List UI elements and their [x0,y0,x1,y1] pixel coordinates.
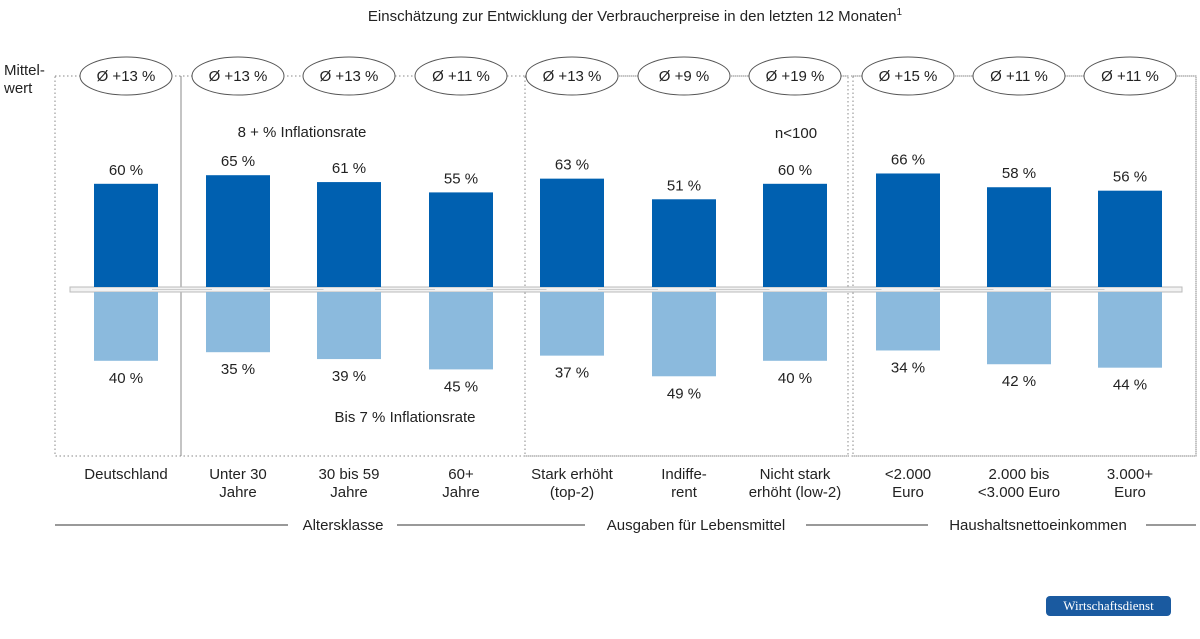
bar-high-inflation [763,183,827,287]
data-label-low: 40 % [778,370,812,387]
bar-high-inflation [1098,190,1162,287]
bar-low-inflation [652,292,716,377]
mean-row-label: Mittel-wert [4,62,45,97]
mean-value: Ø +11 % [990,68,1048,85]
mean-ellipse [525,56,619,96]
bar-low-inflation [540,292,604,356]
category-label: Jahre [330,484,368,501]
mean-ellipse [414,56,508,96]
bar-low-inflation [94,292,158,361]
bar-high-inflation [94,183,158,287]
bar-low-inflation [429,292,493,370]
bar-low-inflation [317,292,381,360]
bar-high-inflation [987,187,1051,287]
data-label-low: 44 % [1113,377,1147,394]
mean-ellipse [972,56,1066,96]
data-label-low: 37 % [555,365,589,382]
bar-low-inflation [206,292,270,353]
bar-high-inflation [876,173,940,287]
series-label-high: 8 + % Inflationsrate [238,124,367,141]
category-label: (top-2) [550,484,594,501]
mean-ellipse [1083,56,1177,96]
data-label-low: 40 % [109,370,143,387]
group-label-income: Haushaltsnettoeinkommen [949,517,1127,534]
category-label: 2.000 bis [989,466,1050,483]
bar-low-inflation [987,292,1051,365]
category-label: rent [671,484,698,501]
data-label-low: 45 % [444,378,478,395]
bar-low-inflation [1098,292,1162,368]
group-frame-0 [54,75,1197,457]
bar-high-inflation [540,178,604,287]
bar-low-inflation [763,292,827,361]
bar-high-inflation [429,192,493,287]
mean-value: Ø +13 % [97,68,156,85]
mean-ellipse [79,56,173,96]
mean-value: Ø +13 % [209,68,268,85]
data-label-high: 58 % [1002,165,1036,182]
mean-value: Ø +11 % [1101,68,1159,85]
data-label-low: 35 % [221,361,255,378]
category-label: <3.000 Euro [978,484,1060,501]
mean-value: Ø +19 % [766,68,825,85]
category-label: Euro [892,484,924,501]
data-label-high: 51 % [667,177,701,194]
data-label-low: 39 % [332,368,366,385]
category-label: Unter 30 [209,466,267,483]
data-label-high: 61 % [332,160,366,177]
data-label-high: 60 % [109,162,143,179]
data-label-high: 65 % [221,153,255,170]
mean-value: Ø +9 % [659,68,709,85]
series-label-low: Bis 7 % Inflationsrate [335,409,476,426]
data-label-high: 60 % [778,162,812,179]
category-label: <2.000 [885,466,931,483]
bar-low-inflation [876,292,940,351]
category-label: 30 bis 59 [319,466,380,483]
group-frame-2 [852,75,1197,457]
group-label-food: Ausgaben für Lebensmittel [607,517,785,534]
mean-value: Ø +15 % [879,68,938,85]
data-label-high: 63 % [555,157,589,174]
category-label: Euro [1114,484,1146,501]
category-label: Deutschland [84,466,167,483]
mean-ellipse [861,56,955,96]
data-label-low: 49 % [667,385,701,402]
data-label-high: 56 % [1113,169,1147,186]
category-label: Stark erhöht [531,466,614,483]
data-label-high: 66 % [891,151,925,168]
mean-ellipse [302,56,396,96]
group-label-age: Altersklasse [303,517,384,534]
mean-ellipse [191,56,285,96]
bar-high-inflation [652,199,716,287]
data-label-high: 55 % [444,170,478,187]
category-label: 3.000+ [1107,466,1154,483]
data-label-low: 42 % [1002,373,1036,390]
mean-ellipse [748,56,842,96]
category-label: Indiffe- [661,466,707,483]
bar-high-inflation [317,182,381,287]
annotation-n: n<100 [775,125,817,142]
data-label-low: 34 % [891,359,925,376]
category-label: Jahre [219,484,257,501]
category-label: Jahre [442,484,480,501]
category-label: Nicht stark [760,466,831,483]
mean-value: Ø +11 % [432,68,490,85]
source-badge: Wirtschaftsdienst [1046,596,1171,616]
chart-title: Einschätzung zur Entwicklung der Verbrau… [367,7,903,25]
bar-high-inflation [206,175,270,287]
category-label: 60+ [448,466,474,483]
mean-ellipse [637,56,731,96]
mean-value: Ø +13 % [320,68,379,85]
category-label: erhöht (low-2) [749,484,842,501]
mean-value: Ø +13 % [543,68,602,85]
